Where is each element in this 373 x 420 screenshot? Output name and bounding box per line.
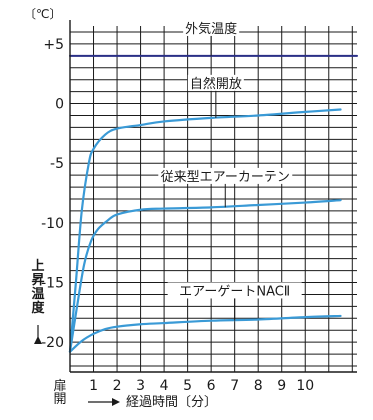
x-tick-label: 3	[136, 378, 145, 394]
y-tick-label: -20	[41, 335, 64, 351]
annotation-label: 従来型エアーカーテン	[161, 170, 290, 185]
series-line-2	[70, 110, 341, 352]
x-tick-label: 2	[113, 378, 122, 394]
x-axis-label: 経過時間〔分〕	[126, 395, 217, 410]
series-line-4	[70, 316, 341, 352]
x-tick-label: 10	[296, 378, 314, 394]
annotation-label: エアーゲートNACⅡ	[179, 284, 290, 299]
y-axis-label-char: 上	[31, 259, 44, 274]
y-unit-label: 〔℃〕	[24, 7, 61, 21]
x-tick-label: 6	[207, 378, 216, 394]
x-axis-arrow-head	[112, 398, 120, 406]
x-tick-label: 1	[89, 378, 98, 394]
y-tick-label: -15	[41, 276, 64, 292]
x-tick-label: 9	[277, 378, 286, 394]
x-tick-label: 4	[160, 378, 169, 394]
x-tick-label: 8	[254, 378, 263, 394]
y-axis-label-char: 度	[31, 300, 45, 316]
x-origin-label-char: 開	[53, 392, 66, 407]
y-tick-label: -10	[41, 216, 64, 232]
annotation-label: 自然開放	[190, 76, 242, 92]
annotation-label: 外気温度	[185, 21, 237, 37]
y-tick-label: +5	[43, 37, 64, 53]
y-tick-label: 0	[55, 97, 64, 113]
x-tick-label: 7	[230, 378, 239, 394]
y-tick-label: -5	[50, 156, 64, 172]
y-axis-label-char: 昇	[31, 273, 44, 288]
series-layer	[70, 56, 357, 352]
x-tick-label: 5	[183, 378, 192, 394]
y-axis-label-char: 温	[31, 287, 44, 302]
